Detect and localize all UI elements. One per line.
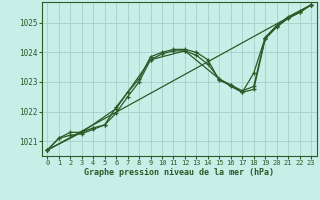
X-axis label: Graphe pression niveau de la mer (hPa): Graphe pression niveau de la mer (hPa): [84, 168, 274, 177]
